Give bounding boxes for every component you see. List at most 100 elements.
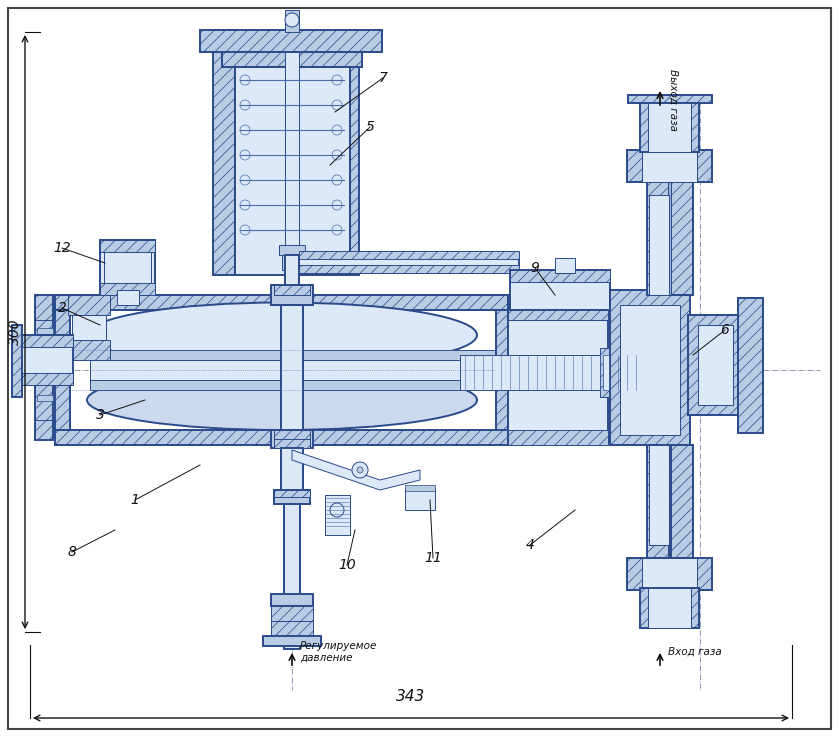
Bar bbox=[55, 303, 69, 323]
Bar bbox=[72, 315, 106, 340]
Bar bbox=[200, 30, 382, 52]
Bar bbox=[555, 258, 575, 273]
Bar bbox=[688, 315, 743, 415]
Bar bbox=[100, 283, 155, 295]
Bar bbox=[271, 430, 313, 448]
Circle shape bbox=[240, 200, 250, 210]
Text: 8: 8 bbox=[68, 545, 76, 559]
Bar bbox=[90, 380, 495, 390]
Bar bbox=[671, 445, 693, 560]
Text: 7: 7 bbox=[378, 71, 388, 85]
Text: 300: 300 bbox=[8, 318, 22, 346]
Bar bbox=[18, 335, 73, 385]
Circle shape bbox=[332, 200, 342, 210]
Bar bbox=[671, 180, 693, 295]
Bar bbox=[68, 340, 110, 360]
Bar bbox=[299, 251, 519, 259]
Bar bbox=[35, 295, 53, 440]
Bar bbox=[496, 310, 511, 430]
Bar bbox=[274, 490, 310, 504]
Bar bbox=[603, 355, 642, 390]
Text: 9: 9 bbox=[530, 261, 539, 275]
Text: 5: 5 bbox=[366, 120, 374, 134]
Bar bbox=[640, 100, 699, 152]
Bar bbox=[271, 621, 313, 636]
Ellipse shape bbox=[87, 370, 477, 430]
Bar bbox=[299, 265, 519, 273]
Bar bbox=[274, 439, 310, 448]
Bar bbox=[648, 100, 691, 152]
Text: 11: 11 bbox=[425, 551, 442, 565]
Text: 2: 2 bbox=[58, 301, 66, 315]
Circle shape bbox=[240, 225, 250, 235]
Bar bbox=[460, 355, 660, 390]
Bar bbox=[35, 320, 55, 420]
Bar bbox=[600, 348, 645, 397]
Bar bbox=[508, 305, 608, 320]
Bar bbox=[18, 373, 73, 385]
Bar bbox=[55, 415, 69, 435]
Bar bbox=[508, 430, 608, 445]
Bar bbox=[100, 240, 155, 252]
Text: 343: 343 bbox=[396, 689, 425, 704]
Bar bbox=[647, 445, 669, 560]
Bar bbox=[508, 305, 608, 440]
Bar bbox=[642, 150, 697, 182]
Bar bbox=[274, 430, 310, 439]
Bar bbox=[284, 504, 300, 649]
Bar bbox=[738, 298, 763, 433]
Bar bbox=[263, 636, 321, 646]
Bar bbox=[405, 485, 435, 491]
Bar bbox=[647, 180, 669, 295]
Bar bbox=[222, 52, 362, 67]
Bar bbox=[281, 448, 303, 503]
Bar bbox=[18, 335, 73, 347]
Bar bbox=[285, 52, 299, 245]
Text: 12: 12 bbox=[53, 241, 70, 255]
Bar bbox=[37, 395, 53, 401]
Bar bbox=[285, 10, 299, 32]
Bar bbox=[325, 495, 350, 535]
Circle shape bbox=[357, 467, 363, 473]
Circle shape bbox=[352, 462, 368, 478]
Bar bbox=[100, 240, 155, 295]
Bar bbox=[299, 255, 519, 269]
Bar bbox=[55, 323, 69, 415]
Text: 10: 10 bbox=[338, 558, 356, 572]
Bar bbox=[37, 378, 53, 384]
Bar bbox=[271, 594, 313, 606]
Circle shape bbox=[240, 125, 250, 135]
Bar bbox=[37, 345, 53, 351]
Bar bbox=[627, 150, 712, 182]
Bar bbox=[55, 310, 70, 430]
Circle shape bbox=[240, 175, 250, 185]
Text: 1: 1 bbox=[131, 493, 139, 507]
Circle shape bbox=[285, 13, 299, 27]
Text: 6: 6 bbox=[721, 323, 729, 337]
Bar bbox=[37, 328, 53, 334]
Text: 3: 3 bbox=[96, 408, 104, 422]
Bar bbox=[669, 180, 671, 295]
Polygon shape bbox=[55, 295, 508, 310]
Text: 4: 4 bbox=[525, 538, 534, 552]
Circle shape bbox=[240, 100, 250, 110]
Circle shape bbox=[332, 75, 342, 85]
Bar bbox=[104, 252, 151, 283]
Circle shape bbox=[332, 100, 342, 110]
Bar bbox=[640, 588, 699, 628]
Polygon shape bbox=[292, 450, 420, 490]
Bar bbox=[642, 558, 697, 590]
Bar bbox=[55, 295, 508, 310]
Bar bbox=[648, 588, 691, 628]
Circle shape bbox=[240, 150, 250, 160]
Bar bbox=[405, 488, 435, 510]
Circle shape bbox=[332, 225, 342, 235]
Bar bbox=[274, 490, 310, 497]
Bar bbox=[627, 558, 712, 590]
Bar bbox=[628, 95, 712, 103]
Bar bbox=[90, 358, 495, 382]
Bar bbox=[68, 295, 110, 315]
Ellipse shape bbox=[87, 302, 477, 368]
Circle shape bbox=[330, 503, 344, 517]
Text: Вход газа: Вход газа bbox=[668, 647, 722, 657]
